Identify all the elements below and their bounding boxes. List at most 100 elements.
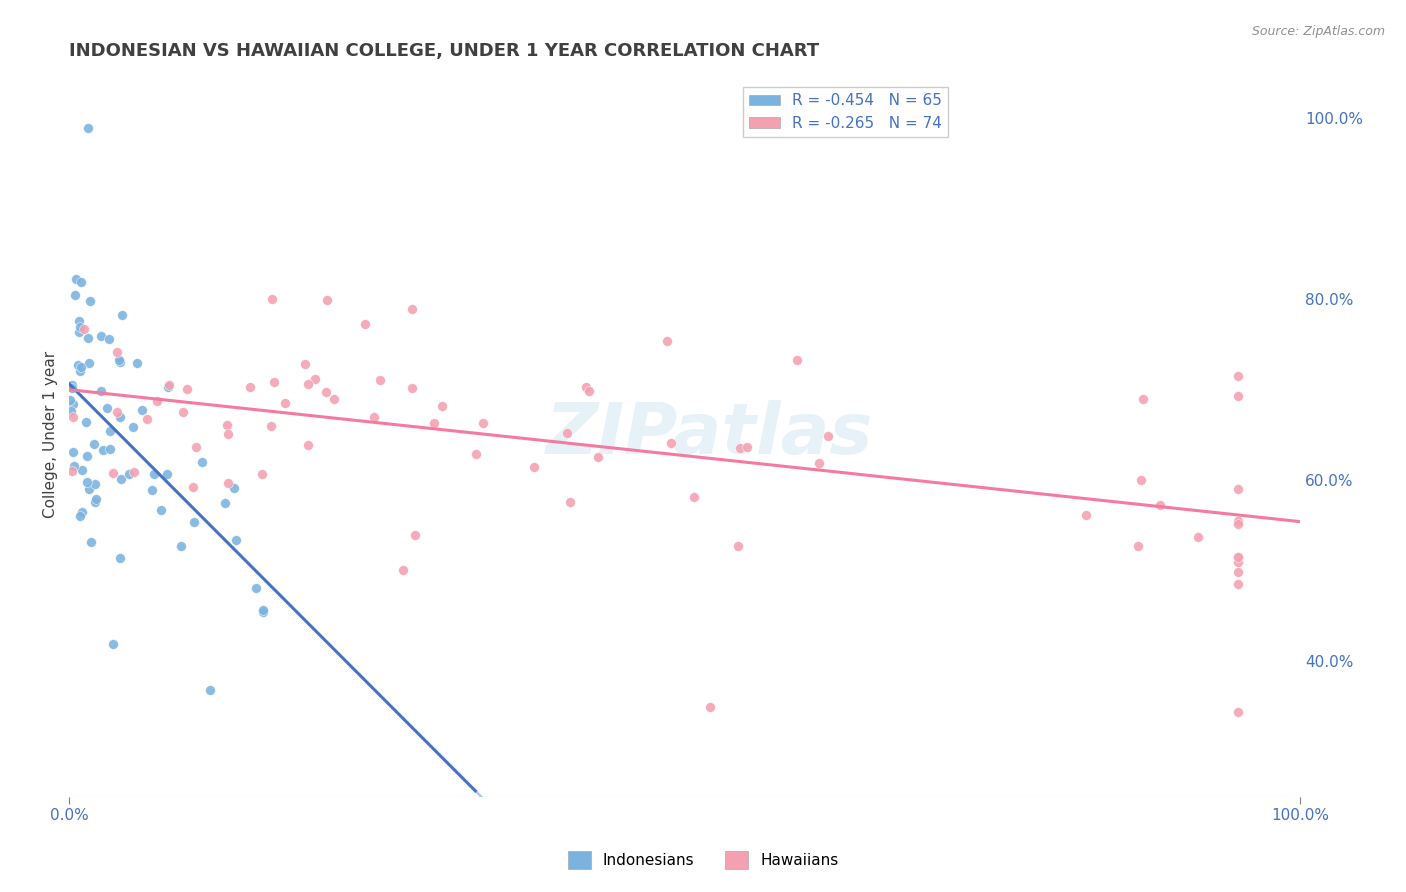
Point — [401, 302, 423, 317]
Point — [83, 477, 105, 491]
Point — [245, 582, 267, 596]
Point — [60, 464, 83, 478]
Point — [471, 416, 494, 430]
Point — [100, 425, 122, 439]
Point — [127, 356, 149, 370]
Point — [699, 700, 721, 714]
Legend: R = -0.454   N = 65, R = -0.265   N = 74: R = -0.454 N = 65, R = -0.265 N = 74 — [742, 87, 948, 137]
Point — [149, 503, 172, 517]
Point — [101, 637, 124, 651]
Y-axis label: College, Under 1 year: College, Under 1 year — [44, 351, 58, 518]
Point — [122, 465, 145, 479]
Point — [260, 419, 283, 434]
Point — [80, 535, 103, 549]
Point — [131, 402, 153, 417]
Point — [60, 378, 83, 392]
Point — [1227, 550, 1250, 565]
Text: Source: ZipAtlas.com: Source: ZipAtlas.com — [1251, 25, 1385, 38]
Point — [84, 495, 107, 509]
Point — [91, 443, 114, 458]
Point — [404, 528, 426, 542]
Point — [63, 288, 86, 302]
Point — [252, 605, 274, 619]
Text: ZIPatlas: ZIPatlas — [546, 400, 873, 469]
Point — [322, 392, 344, 406]
Point — [172, 404, 194, 418]
Point — [252, 603, 274, 617]
Point — [62, 445, 84, 459]
Point — [225, 533, 247, 547]
Point — [77, 331, 100, 345]
Point — [76, 449, 98, 463]
Point — [260, 292, 283, 306]
Point — [110, 472, 132, 486]
Point — [682, 491, 704, 505]
Point — [222, 482, 245, 496]
Point — [157, 380, 180, 394]
Point — [73, 322, 96, 336]
Point — [66, 358, 89, 372]
Point — [67, 325, 90, 339]
Point — [430, 399, 453, 413]
Point — [122, 420, 145, 434]
Point — [1130, 473, 1153, 487]
Point — [108, 353, 131, 368]
Point — [1227, 705, 1250, 719]
Point — [77, 121, 100, 136]
Point — [79, 356, 101, 370]
Text: INDONESIAN VS HAWAIIAN COLLEGE, UNDER 1 YEAR CORRELATION CHART: INDONESIAN VS HAWAIIAN COLLEGE, UNDER 1 … — [69, 42, 820, 60]
Point — [1227, 550, 1250, 565]
Point — [62, 397, 84, 411]
Point — [1227, 565, 1250, 579]
Point — [1227, 577, 1250, 591]
Point — [79, 293, 101, 308]
Point — [141, 483, 163, 498]
Point — [69, 320, 91, 334]
Point — [83, 436, 105, 450]
Point — [263, 375, 285, 389]
Point — [101, 466, 124, 480]
Point — [146, 394, 169, 409]
Point — [315, 385, 337, 400]
Point — [657, 334, 679, 348]
Point — [250, 467, 273, 481]
Point — [136, 411, 159, 425]
Point — [60, 404, 83, 418]
Point — [143, 467, 166, 482]
Point — [368, 373, 391, 387]
Point — [72, 463, 94, 477]
Point — [67, 313, 90, 327]
Point — [1074, 508, 1097, 522]
Point — [728, 441, 751, 455]
Point — [70, 275, 93, 289]
Point — [586, 450, 609, 465]
Point — [817, 429, 839, 443]
Point — [217, 427, 239, 442]
Point — [90, 384, 112, 398]
Point — [1132, 392, 1154, 406]
Legend: Indonesians, Hawaiians: Indonesians, Hawaiians — [561, 845, 845, 875]
Point — [65, 272, 87, 286]
Point — [401, 381, 423, 395]
Point — [786, 353, 808, 368]
Point — [575, 379, 598, 393]
Point — [558, 494, 581, 508]
Point — [807, 456, 830, 470]
Point — [1227, 516, 1250, 531]
Point — [297, 438, 319, 452]
Point — [86, 491, 108, 506]
Point — [214, 496, 236, 510]
Point — [108, 410, 131, 425]
Point — [735, 440, 758, 454]
Point — [191, 455, 214, 469]
Point — [200, 683, 222, 698]
Point — [297, 377, 319, 392]
Point — [156, 467, 179, 481]
Point — [79, 482, 101, 496]
Point — [70, 505, 93, 519]
Point — [215, 417, 238, 432]
Point — [363, 409, 385, 424]
Point — [1227, 483, 1250, 497]
Point — [1227, 514, 1250, 528]
Point — [464, 447, 486, 461]
